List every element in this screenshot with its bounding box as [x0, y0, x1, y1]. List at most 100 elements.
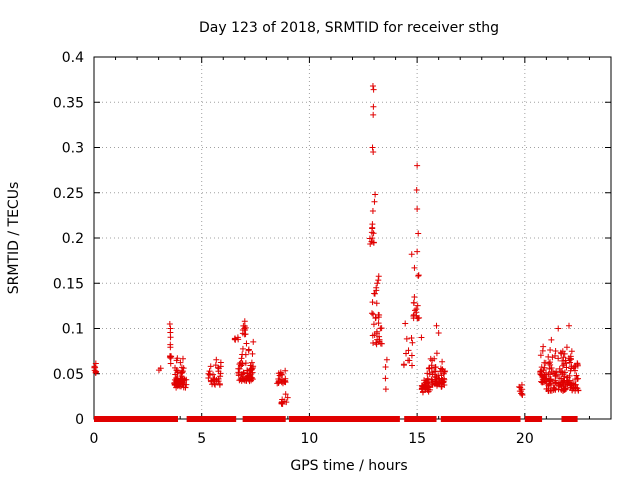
- data-point: [400, 361, 407, 368]
- data-point: [547, 381, 554, 388]
- data-point: [370, 103, 377, 110]
- y-tick-label: 0.05: [53, 367, 84, 383]
- data-point: [555, 325, 562, 332]
- data-point: [537, 352, 544, 359]
- data-point: [242, 360, 249, 367]
- data-point: [543, 386, 550, 393]
- data-point: [284, 394, 291, 401]
- y-tick-label: 0.1: [62, 322, 84, 338]
- data-point: [244, 367, 251, 374]
- data-point: [540, 343, 547, 350]
- data-point: [370, 111, 377, 118]
- data-point: [279, 371, 286, 378]
- data-point: [179, 355, 186, 362]
- data-point: [415, 272, 422, 279]
- data-point: [238, 355, 245, 362]
- data-point: [370, 86, 377, 93]
- data-point: [181, 376, 188, 383]
- data-point: [177, 375, 184, 382]
- data-point: [561, 386, 568, 393]
- data-point: [559, 369, 566, 376]
- data-point: [411, 307, 418, 314]
- data-point: [157, 365, 164, 372]
- data-point: [550, 386, 557, 393]
- data-point: [559, 362, 566, 369]
- zero-value-band: [561, 416, 578, 422]
- data-point: [240, 369, 247, 376]
- data-point: [410, 311, 417, 318]
- data-point: [556, 365, 563, 372]
- data-point: [372, 315, 379, 322]
- data-point: [207, 371, 214, 378]
- data-point: [248, 359, 255, 366]
- data-point: [423, 380, 430, 387]
- data-point: [555, 355, 562, 362]
- data-point: [214, 364, 221, 371]
- data-point: [573, 372, 580, 379]
- data-point: [250, 363, 257, 370]
- x-tick-label: 0: [90, 431, 99, 447]
- data-point: [93, 368, 100, 375]
- data-point: [552, 352, 559, 359]
- data-points: [91, 82, 582, 422]
- data-point: [369, 235, 376, 242]
- data-point: [418, 334, 425, 341]
- data-point: [241, 318, 248, 325]
- data-point: [382, 364, 389, 371]
- chart-title: Day 123 of 2018, SRMTID for receiver sth…: [199, 20, 499, 36]
- y-tick-label: 0.2: [62, 231, 84, 247]
- data-point: [369, 82, 376, 89]
- data-point: [373, 300, 380, 307]
- data-point: [371, 198, 378, 205]
- data-point: [409, 339, 416, 346]
- y-tick-label: 0.35: [53, 95, 84, 111]
- data-point: [435, 375, 442, 382]
- y-tick-label: 0.25: [53, 186, 84, 202]
- data-point: [383, 356, 390, 363]
- data-point: [374, 280, 381, 287]
- data-point: [552, 347, 559, 354]
- data-point: [440, 379, 447, 386]
- data-point: [92, 364, 99, 371]
- data-point: [250, 338, 257, 345]
- grid-lines: [94, 57, 611, 419]
- data-point: [217, 359, 224, 366]
- x-tick-label: 10: [301, 431, 319, 447]
- data-point: [248, 375, 255, 382]
- data-point: [408, 251, 415, 258]
- data-point: [248, 366, 255, 373]
- data-point: [173, 357, 180, 364]
- data-point: [369, 144, 376, 151]
- data-point: [431, 368, 438, 375]
- data-point: [382, 375, 389, 382]
- data-point: [245, 372, 252, 379]
- axis-ticks: [93, 56, 612, 420]
- data-point: [547, 347, 554, 354]
- data-point: [414, 206, 421, 213]
- data-point: [243, 376, 250, 383]
- data-point: [557, 349, 564, 356]
- data-point: [406, 357, 413, 364]
- data-point: [378, 325, 385, 332]
- data-point: [564, 374, 571, 381]
- data-point: [231, 335, 238, 342]
- data-point: [574, 376, 581, 383]
- data-point: [402, 320, 409, 327]
- data-point: [215, 375, 222, 382]
- data-point: [235, 372, 242, 379]
- data-point: [415, 230, 422, 237]
- x-tick-label: 20: [516, 431, 534, 447]
- x-tick-label: 5: [197, 431, 206, 447]
- data-point: [374, 330, 381, 337]
- data-point: [216, 380, 223, 387]
- data-point: [382, 386, 389, 393]
- data-point: [543, 369, 550, 376]
- data-point: [414, 302, 421, 309]
- data-point: [375, 311, 382, 318]
- data-point: [177, 359, 184, 366]
- y-axis-label: SRMTID / TECUs: [6, 182, 22, 295]
- x-axis-label: GPS time / hours: [290, 458, 407, 474]
- zero-value-band: [94, 416, 179, 422]
- data-point: [376, 338, 383, 345]
